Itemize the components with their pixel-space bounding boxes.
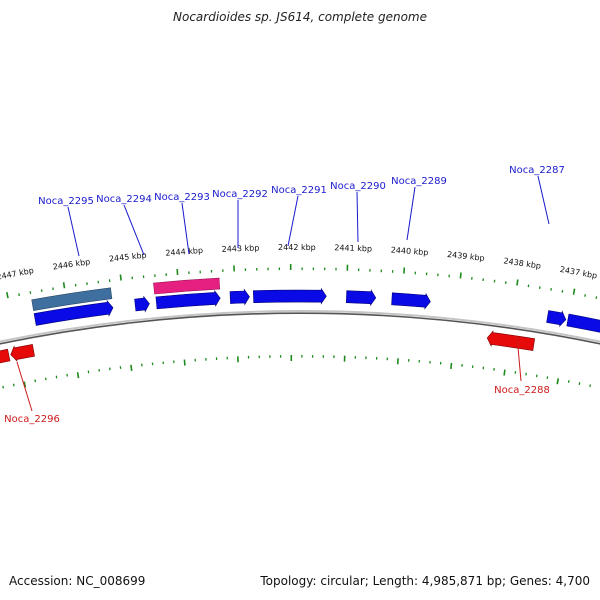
- major-tick: [23, 381, 27, 388]
- backbone-line: [0, 312, 600, 345]
- gene-block-noca-2288: [486, 330, 536, 351]
- minor-tick: [2, 385, 5, 389]
- rna-feature-block: [31, 287, 113, 311]
- gene-block-noca-2296: [10, 344, 35, 363]
- labels: Noca_2295 Noca_2294 Noca_2293 Noca_2292 Noca…: [4, 165, 565, 425]
- major-tick: [503, 369, 506, 376]
- major-tick: [119, 274, 122, 281]
- kbp-label: 2442 kbp: [278, 243, 316, 252]
- gene-label[interactable]: Noca_2293: [154, 192, 210, 203]
- leader-line: [406, 186, 416, 241]
- gene-label[interactable]: Noca_2288: [494, 385, 550, 396]
- minor-tick: [589, 384, 592, 388]
- kbp-label: 2443 kbp: [221, 243, 259, 253]
- major-tick: [62, 282, 66, 289]
- minor-tick: [29, 291, 32, 295]
- leader-line: [123, 204, 145, 256]
- kbp-label: 2447 kbp: [0, 266, 34, 282]
- minor-tick: [12, 383, 15, 387]
- kbp-label: 2438 kbp: [503, 256, 542, 270]
- minor-tick: [34, 379, 37, 383]
- outer-tick-ring: [6, 264, 598, 300]
- major-tick: [6, 292, 9, 299]
- major-tick: [130, 364, 133, 371]
- gene-block-noca-2289: [391, 292, 431, 310]
- gene-label[interactable]: Noca_2290: [330, 181, 386, 192]
- gene-label[interactable]: Noca_2292: [212, 189, 268, 200]
- gene-block-noca-2292: [229, 288, 250, 306]
- leader-line: [516, 335, 522, 382]
- gene-block-noca-2290: [345, 289, 377, 307]
- leader-line: [16, 361, 33, 412]
- kbp-label: 2441 kbp: [334, 243, 372, 253]
- kbp-label: 2444 kbp: [165, 246, 203, 258]
- gene-block-unlabeled: [0, 348, 11, 364]
- leader-line: [181, 202, 190, 255]
- kbp-label: 2445 kbp: [109, 251, 147, 264]
- leader-line: [287, 195, 299, 247]
- map-title: Nocardioides sp. JS614, complete genome: [173, 10, 427, 24]
- gene-block-noca-2295: [33, 299, 114, 326]
- misc-feature-block: [153, 277, 221, 295]
- backbone: [0, 310, 600, 345]
- gene-block-noca-2294: [134, 295, 150, 313]
- leader-line: [67, 206, 80, 257]
- gene-label[interactable]: Noca_2287: [509, 165, 565, 176]
- gene-block-noca-2291: [252, 287, 327, 305]
- major-tick: [572, 288, 576, 295]
- major-tick: [556, 378, 560, 385]
- minor-tick: [18, 293, 20, 297]
- gene-block-noca-2287: [566, 313, 600, 333]
- minor-tick: [567, 380, 570, 383]
- gene-label[interactable]: Noca_2291: [271, 185, 327, 196]
- major-tick: [76, 372, 80, 379]
- minor-tick: [584, 294, 586, 297]
- gene-label[interactable]: Noca_2296: [4, 414, 60, 425]
- gene-label[interactable]: Noca_2294: [96, 194, 152, 205]
- kbp-label: 2446 kbp: [52, 257, 91, 271]
- kbp-label: 2439 kbp: [447, 250, 485, 263]
- inner-tick-ring: [2, 355, 592, 389]
- gene-label[interactable]: Noca_2289: [391, 176, 447, 187]
- minor-tick: [595, 296, 598, 300]
- accession-text: Accession: NC_008699: [9, 574, 146, 588]
- topology-text: Topology: circular; Length: 4,985,871 bp…: [260, 574, 590, 588]
- gene-label[interactable]: Noca_2295: [38, 196, 94, 207]
- major-tick: [459, 272, 462, 279]
- leader-line: [356, 191, 359, 243]
- kbp-label: 2440 kbp: [390, 246, 428, 258]
- backbone-highlight: [0, 310, 600, 343]
- tick-marks: 2447 kbp 2446 kbp 2445 kbp 2444 kbp 2443 kbp…: [0, 243, 598, 389]
- minor-tick: [578, 382, 581, 386]
- kbp-label: 2437 kbp: [559, 265, 598, 281]
- features: [0, 277, 600, 364]
- gene-block-noca-2293: [155, 289, 221, 310]
- major-tick: [183, 359, 186, 366]
- leader-line: [537, 175, 550, 225]
- gene-block-unlabeled: [546, 310, 567, 328]
- major-tick: [516, 279, 519, 286]
- minor-tick: [66, 373, 69, 377]
- major-tick: [450, 362, 453, 369]
